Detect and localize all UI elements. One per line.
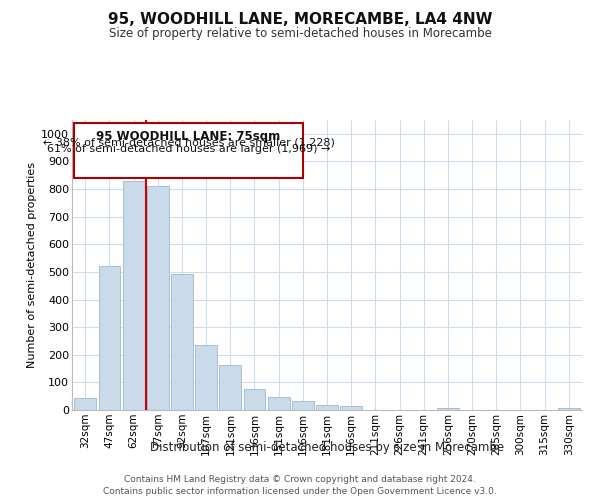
Text: Distribution of semi-detached houses by size in Morecambe: Distribution of semi-detached houses by …: [150, 441, 504, 454]
Bar: [268, 397, 290, 410]
Bar: [195, 345, 217, 410]
Text: ← 38% of semi-detached houses are smaller (1,228): ← 38% of semi-detached houses are smalle…: [43, 138, 335, 147]
Text: Contains public sector information licensed under the Open Government Licence v3: Contains public sector information licen…: [103, 486, 497, 496]
Bar: [437, 408, 459, 410]
Bar: [292, 401, 314, 410]
Text: 95, WOODHILL LANE, MORECAMBE, LA4 4NW: 95, WOODHILL LANE, MORECAMBE, LA4 4NW: [108, 12, 492, 28]
Bar: [123, 182, 145, 410]
Bar: [244, 390, 265, 410]
Y-axis label: Number of semi-detached properties: Number of semi-detached properties: [27, 162, 37, 368]
Bar: [340, 406, 362, 410]
Bar: [147, 186, 169, 410]
Bar: [220, 365, 241, 410]
Text: 61% of semi-detached houses are larger (1,969) →: 61% of semi-detached houses are larger (…: [47, 144, 331, 154]
Bar: [316, 405, 338, 410]
Text: 95 WOODHILL LANE: 75sqm: 95 WOODHILL LANE: 75sqm: [97, 130, 281, 143]
Bar: [171, 274, 193, 410]
FancyBboxPatch shape: [74, 123, 303, 178]
Bar: [74, 398, 96, 410]
Bar: [98, 266, 121, 410]
Bar: [558, 408, 580, 410]
Text: Size of property relative to semi-detached houses in Morecambe: Size of property relative to semi-detach…: [109, 28, 491, 40]
Text: Contains HM Land Registry data © Crown copyright and database right 2024.: Contains HM Land Registry data © Crown c…: [124, 474, 476, 484]
